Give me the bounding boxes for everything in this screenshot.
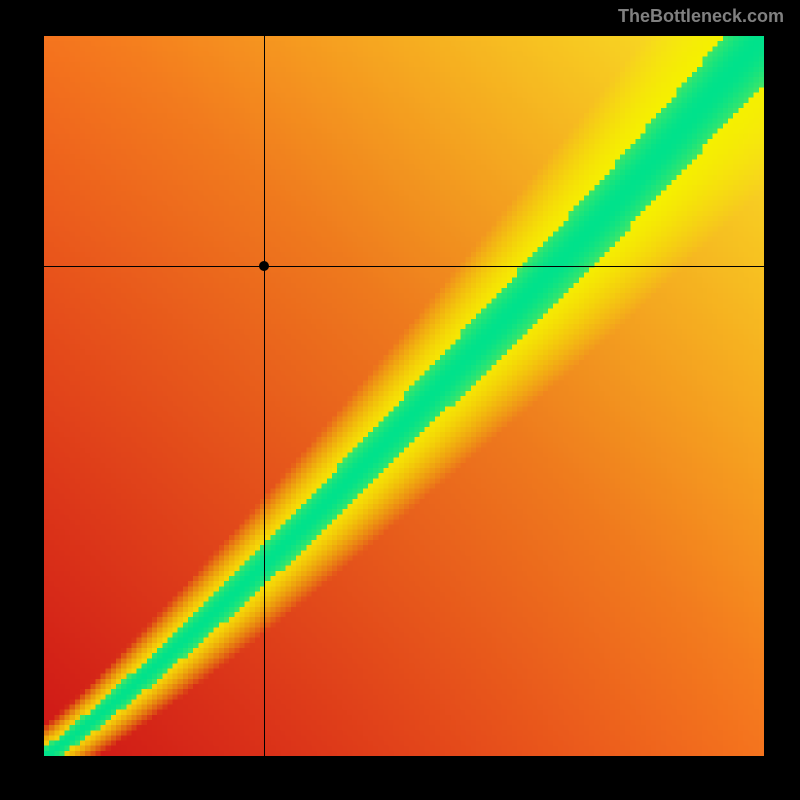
crosshair-vertical [264, 36, 265, 756]
heatmap-plot-area [44, 36, 764, 756]
heatmap-canvas [44, 36, 764, 756]
watermark-text: TheBottleneck.com [618, 6, 784, 27]
marker-dot [259, 261, 269, 271]
crosshair-horizontal [44, 266, 764, 267]
